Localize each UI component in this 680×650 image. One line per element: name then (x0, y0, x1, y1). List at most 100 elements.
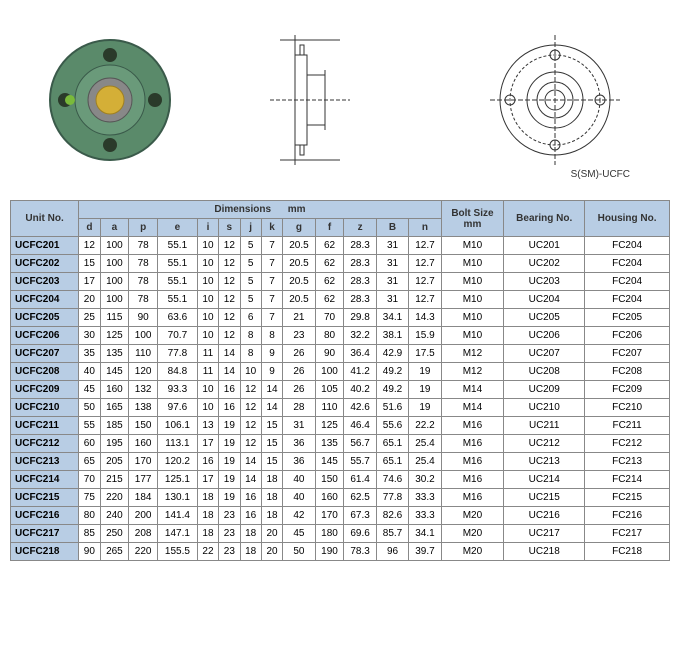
cell-i: 17 (197, 471, 218, 489)
cell-z: 41.2 (344, 363, 376, 381)
cell-a: 165 (100, 399, 129, 417)
cell-j: 14 (240, 471, 261, 489)
cell-i: 22 (197, 543, 218, 561)
cell-n: 12.7 (409, 255, 441, 273)
cell-n: 12.7 (409, 291, 441, 309)
cell-bolt: M16 (441, 435, 504, 453)
cell-d: 75 (79, 489, 100, 507)
cell-g: 40 (283, 471, 315, 489)
cell-B: 96 (376, 543, 408, 561)
cell-n: 39.7 (409, 543, 441, 561)
cell-n: 33.3 (409, 507, 441, 525)
cell-a: 205 (100, 453, 129, 471)
cell-p: 78 (129, 255, 158, 273)
cell-j: 18 (240, 525, 261, 543)
cell-g: 31 (283, 417, 315, 435)
cell-s: 19 (219, 453, 240, 471)
cell-p: 110 (129, 345, 158, 363)
cell-i: 18 (197, 525, 218, 543)
table-row: UCFC2094516013293.3101612142610540.249.2… (11, 381, 670, 399)
cell-i: 10 (197, 255, 218, 273)
cell-bolt: M10 (441, 309, 504, 327)
cell-f: 62 (315, 273, 344, 291)
cell-housing: FC211 (585, 417, 670, 435)
cell-d: 60 (79, 435, 100, 453)
cell-d: 40 (79, 363, 100, 381)
cell-s: 16 (219, 381, 240, 399)
cell-a: 115 (100, 309, 129, 327)
cell-n: 19 (409, 399, 441, 417)
cell-s: 14 (219, 345, 240, 363)
cell-bearing: UC208 (504, 363, 585, 381)
cell-e: 55.1 (158, 255, 198, 273)
cell-bolt: M10 (441, 237, 504, 255)
cell-d: 35 (79, 345, 100, 363)
cell-a: 100 (100, 273, 129, 291)
cell-housing: FC205 (585, 309, 670, 327)
cell-p: 150 (129, 417, 158, 435)
cell-f: 125 (315, 417, 344, 435)
cell-n: 15.9 (409, 327, 441, 345)
cell-n: 12.7 (409, 237, 441, 255)
cell-housing: FC207 (585, 345, 670, 363)
image-row: S(SM)-UCFC (10, 10, 670, 190)
dimensions-table: Unit No. Dimensions mm Bolt Sizemm Beari… (10, 200, 670, 561)
cell-bearing: UC201 (504, 237, 585, 255)
cell-bearing: UC202 (504, 255, 585, 273)
cell-e: 130.1 (158, 489, 198, 507)
cell-j: 8 (240, 327, 261, 345)
cell-p: 78 (129, 291, 158, 309)
cell-d: 90 (79, 543, 100, 561)
cell-j: 14 (240, 453, 261, 471)
cell-unit: UCFC213 (11, 453, 79, 471)
cell-n: 12.7 (409, 273, 441, 291)
cell-housing: FC208 (585, 363, 670, 381)
col-dimensions: Dimensions mm (79, 201, 441, 219)
cell-unit: UCFC203 (11, 273, 79, 291)
cell-bolt: M14 (441, 381, 504, 399)
cell-k: 9 (261, 345, 282, 363)
cell-housing: FC210 (585, 399, 670, 417)
cell-k: 18 (261, 471, 282, 489)
cell-p: 78 (129, 237, 158, 255)
col-B: B (376, 219, 408, 237)
cell-d: 55 (79, 417, 100, 435)
cell-bolt: M20 (441, 543, 504, 561)
cell-a: 220 (100, 489, 129, 507)
cell-i: 18 (197, 489, 218, 507)
cell-B: 77.8 (376, 489, 408, 507)
col-k: k (261, 219, 282, 237)
cell-B: 31 (376, 273, 408, 291)
cell-bearing: UC215 (504, 489, 585, 507)
cell-g: 20.5 (283, 291, 315, 309)
cell-z: 42.6 (344, 399, 376, 417)
cell-g: 20.5 (283, 273, 315, 291)
cell-bearing: UC203 (504, 273, 585, 291)
cell-j: 12 (240, 381, 261, 399)
cell-d: 15 (79, 255, 100, 273)
cell-f: 170 (315, 507, 344, 525)
cell-d: 25 (79, 309, 100, 327)
col-bearing: Bearing No. (504, 201, 585, 237)
cell-j: 5 (240, 255, 261, 273)
col-j: j (240, 219, 261, 237)
cell-n: 30.2 (409, 471, 441, 489)
cell-n: 22.2 (409, 417, 441, 435)
cell-bolt: M10 (441, 291, 504, 309)
cell-f: 62 (315, 237, 344, 255)
cell-k: 15 (261, 435, 282, 453)
cell-housing: FC209 (585, 381, 670, 399)
table-row: UCFC21680240200141.4182316184217067.382.… (11, 507, 670, 525)
cell-z: 36.4 (344, 345, 376, 363)
cell-j: 5 (240, 273, 261, 291)
cell-unit: UCFC214 (11, 471, 79, 489)
col-z: z (344, 219, 376, 237)
cell-s: 19 (219, 435, 240, 453)
cell-s: 12 (219, 291, 240, 309)
cell-i: 10 (197, 309, 218, 327)
cell-a: 135 (100, 345, 129, 363)
cell-k: 18 (261, 507, 282, 525)
cell-s: 19 (219, 417, 240, 435)
cell-p: 170 (129, 453, 158, 471)
cell-bolt: M16 (441, 417, 504, 435)
